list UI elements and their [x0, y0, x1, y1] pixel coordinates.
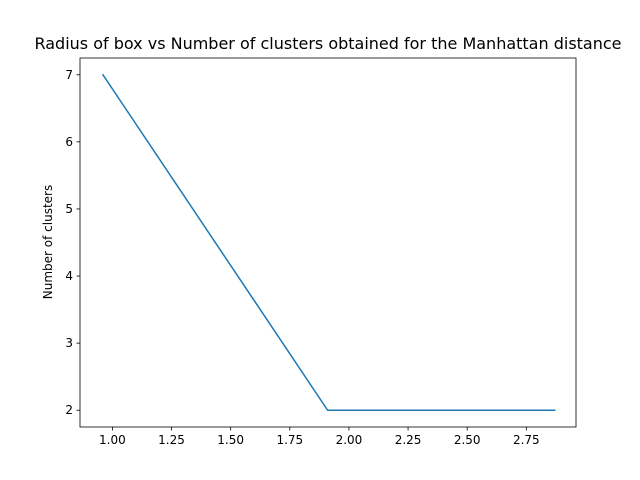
x-tick-label-3: 1.75	[276, 433, 303, 447]
y-tick-label-5: 7	[65, 68, 73, 82]
x-tick-label-0: 1.00	[99, 433, 126, 447]
x-tick-label-5: 2.25	[395, 433, 422, 447]
y-tick-label-3: 5	[65, 202, 73, 216]
x-tick-label-1: 1.25	[158, 433, 185, 447]
chart-title: Radius of box vs Number of clusters obta…	[34, 34, 621, 53]
x-tick-label-7: 2.75	[513, 433, 540, 447]
x-tick-label-6: 2.50	[454, 433, 481, 447]
y-tick-label-2: 4	[65, 269, 73, 283]
y-tick-label-4: 6	[65, 135, 73, 149]
y-tick-label-0: 2	[65, 403, 73, 417]
y-axis-label: Number of clusters	[41, 185, 55, 299]
axes-frame	[79, 57, 577, 428]
x-tick-label-2: 1.50	[217, 433, 244, 447]
series-line-0	[101, 73, 556, 411]
y-tick-label-1: 3	[65, 336, 73, 350]
plot-area: 1.00 1.25 1.50 1.75 2.00 2.25 2.50 2.75 2 3 4 5 6 7	[65, 57, 577, 447]
x-tick-label-4: 2.00	[336, 433, 363, 447]
